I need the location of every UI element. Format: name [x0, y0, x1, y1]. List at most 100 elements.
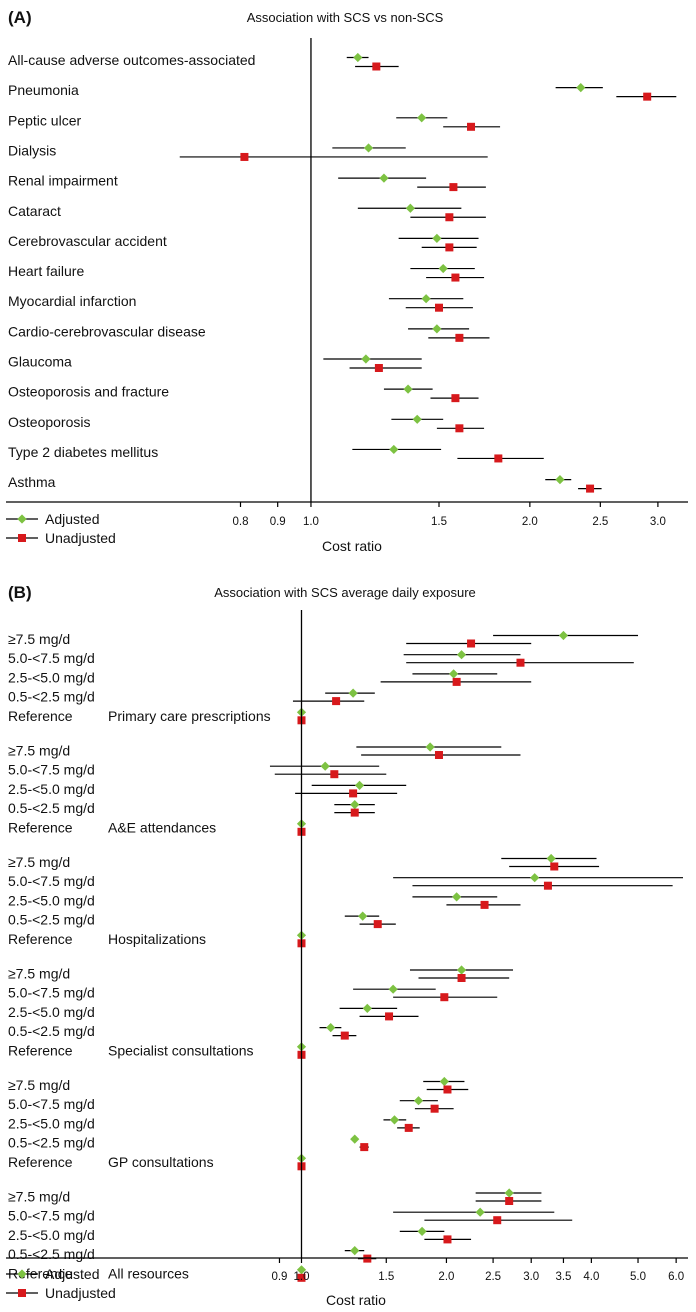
unadjusted-point [445, 213, 454, 222]
forest-row: 2.5-<5.0 mg/d [8, 669, 532, 686]
panel-b-title: Association with SCS average daily expos… [214, 585, 476, 600]
adjusted-point [439, 1076, 449, 1087]
row-label: Osteoporosis [8, 414, 90, 430]
panel-a-legend: Adjusted Unadjusted [6, 511, 116, 546]
panel-b-x-axis-title: Cost ratio [326, 1292, 386, 1308]
adjusted-point [417, 1226, 427, 1236]
unadjusted-point [443, 1235, 452, 1244]
legend-adjusted [6, 1269, 38, 1279]
unadjusted-point [435, 303, 444, 312]
adjusted-point [350, 800, 360, 810]
forest-row: 0.5-<2.5 mg/d [8, 800, 375, 817]
unadjusted-point [643, 92, 652, 101]
forest-row: 2.5-<5.0 mg/d [8, 892, 521, 909]
row-label: 0.5-<2.5 mg/d [8, 1135, 95, 1151]
row-label: 5.0-<7.5 mg/d [8, 1096, 95, 1112]
forest-row: Dialysis [8, 142, 488, 161]
adjusted-point [403, 384, 413, 394]
unadjusted-point [543, 881, 552, 890]
panel-b-label: (B) [8, 583, 32, 602]
x-tick-label: 3.0 [523, 1271, 539, 1283]
row-label: 5.0-<7.5 mg/d [8, 762, 95, 778]
adjusted-point [413, 1096, 424, 1106]
legend-unadjusted-marker [18, 1289, 26, 1297]
row-label: 2.5-<5.0 mg/d [8, 1115, 95, 1131]
unadjusted-point [451, 273, 460, 282]
x-tick-label: 0.8 [232, 516, 248, 528]
forest-row: Reference A&E attendances [8, 819, 307, 836]
row-label: Reference [8, 1042, 73, 1058]
forest-row: 0.5-<2.5 mg/d [8, 688, 375, 706]
adjusted-point [354, 780, 365, 790]
forest-row: 2.5-<5.0 mg/d [8, 1226, 472, 1244]
forest-row: Type 2 diabetes mellitus [8, 444, 544, 463]
legend-adjusted [6, 514, 38, 524]
legend-unadjusted [6, 1289, 38, 1297]
forest-row: 5.0-<7.5 mg/d [8, 873, 684, 890]
legend-adjusted-label: Adjusted [45, 1266, 99, 1282]
legend-unadjusted-marker [18, 534, 26, 542]
x-tick-label: 2.5 [592, 516, 608, 528]
panel-a-label: (A) [8, 8, 32, 27]
row-label: Asthma [8, 474, 56, 490]
adjusted-point [389, 444, 399, 455]
row-label: ≥7.5 mg/d [8, 1189, 70, 1205]
panel-a: (A) Association with SCS vs non-SCS All-… [6, 8, 688, 554]
group-name-label: GP consultations [108, 1154, 214, 1170]
x-tick-label: 0.9 [270, 516, 286, 528]
forest-row: Osteoporosis and fracture [8, 384, 479, 403]
adjusted-point [405, 203, 415, 213]
dose-group: ≥7.5 mg/d 5.0-<7.5 mg/d 2.5-<5.0 mg/d 0.5-<… [8, 965, 514, 1059]
row-label: 2.5-<5.0 mg/d [8, 669, 95, 685]
legend-adjusted-label: Adjusted [45, 511, 99, 527]
forest-row: Reference Specialist consultations [8, 1042, 307, 1059]
row-label: Reference [8, 1265, 73, 1281]
x-tick-label: 5.0 [630, 1271, 646, 1283]
unadjusted-point [350, 808, 359, 817]
adjusted-point [350, 1134, 360, 1144]
panel-b-rows: ≥7.5 mg/d 5.0-<7.5 mg/d 2.5-<5.0 mg/d 0.5-<… [8, 630, 684, 1282]
row-label: Type 2 diabetes mellitus [8, 444, 158, 460]
unadjusted-point [493, 1216, 502, 1225]
adjusted-point [456, 650, 467, 660]
adjusted-point [417, 113, 427, 123]
unadjusted-point [349, 789, 358, 798]
row-label: Pneumonia [8, 82, 79, 98]
x-tick-label: 4.0 [583, 1271, 599, 1283]
row-label: Renal impairment [8, 173, 118, 189]
x-tick-label: 3.5 [555, 1271, 571, 1283]
adjusted-point [438, 263, 448, 274]
forest-row: Pneumonia [8, 82, 677, 101]
unadjusted-point [505, 1197, 514, 1205]
forest-row: Reference Hospitalizations [8, 930, 307, 948]
adjusted-point [425, 742, 435, 752]
forest-row: 0.5-<2.5 mg/d [8, 911, 396, 929]
adjusted-point [504, 1188, 514, 1198]
unadjusted-point [449, 183, 458, 192]
x-tick-label: 2.5 [485, 1271, 501, 1283]
adjusted-point [452, 892, 462, 902]
forest-row: Reference Primary care prescriptions [8, 707, 307, 725]
legend-adjusted-marker [17, 1269, 27, 1279]
row-label: 0.5-<2.5 mg/d [8, 689, 95, 705]
row-label: ≥7.5 mg/d [8, 1077, 70, 1093]
forest-row: Cerebrovascular accident [8, 233, 479, 252]
unadjusted-point [332, 697, 341, 706]
unadjusted-point [340, 1031, 349, 1040]
adjusted-point [432, 324, 442, 334]
forest-row: 2.5-<5.0 mg/d [8, 1115, 420, 1132]
forest-row: ≥7.5 mg/d [8, 965, 514, 982]
unadjusted-point [586, 484, 595, 493]
group-name-label: Specialist consultations [108, 1042, 254, 1058]
group-name-label: A&E attendances [108, 819, 216, 835]
adjusted-point [363, 143, 374, 153]
adjusted-point [546, 853, 556, 864]
x-tick-label: 2.0 [522, 516, 538, 528]
row-label: Myocardial infarction [8, 293, 136, 309]
dose-group: ≥7.5 mg/d 5.0-<7.5 mg/d 2.5-<5.0 mg/d 0.5-<… [8, 742, 521, 836]
row-label: 2.5-<5.0 mg/d [8, 781, 95, 797]
adjusted-point [379, 173, 389, 183]
forest-row: ≥7.5 mg/d [8, 853, 600, 871]
row-label: 0.5-<2.5 mg/d [8, 1246, 95, 1262]
forest-row: 5.0-<7.5 mg/d [8, 761, 387, 779]
